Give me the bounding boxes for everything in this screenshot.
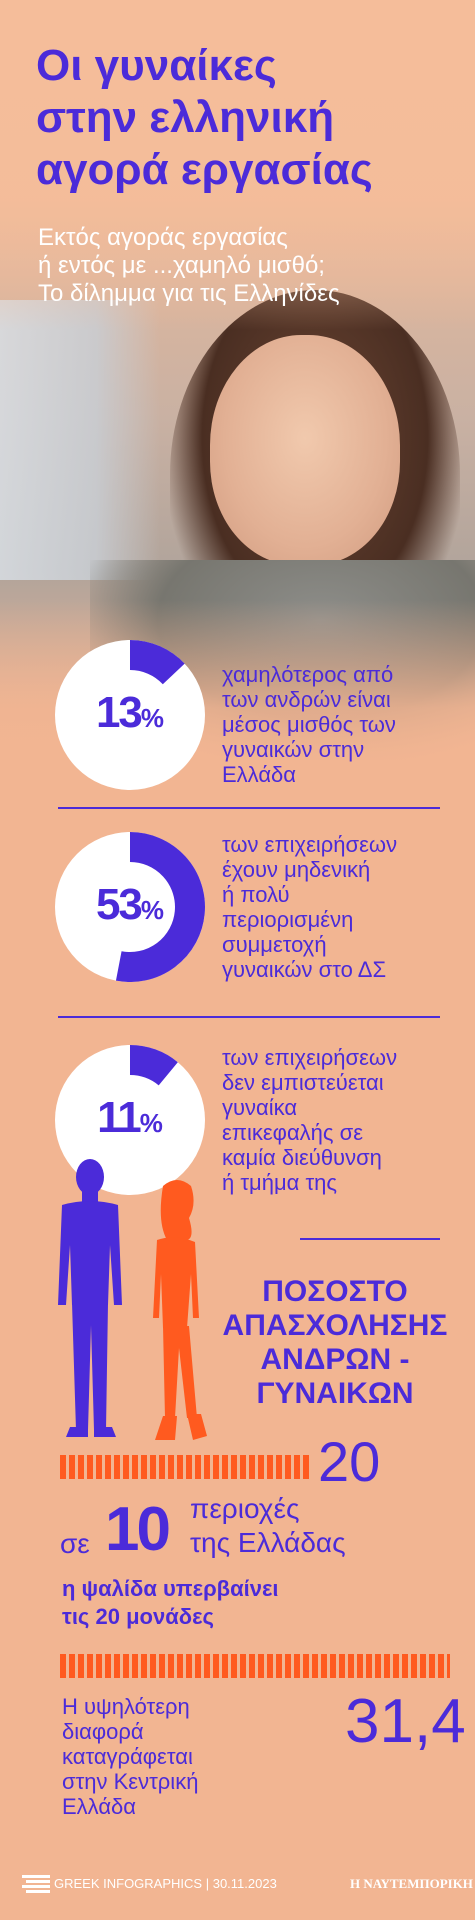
heading-line: ΠΟΣΟΣΤΟ <box>262 1275 408 1308</box>
subtitle-line: Το δίλημμα για τις Ελληνίδες <box>38 280 340 307</box>
donut-chart <box>115 832 205 982</box>
stat-text-line: χαμηλότερος από <box>222 662 394 687</box>
max-value: 31,4 <box>345 1687 466 1756</box>
max-note-line: στην Κεντρική <box>62 1769 199 1794</box>
stat-text-line: των ανδρών είναι <box>222 687 391 712</box>
stat-description: των επιχειρήσεων δεν εμπιστεύεται γυναίκ… <box>222 1045 462 1195</box>
stat-text-line: συμμετοχή <box>222 932 327 957</box>
regions-suffix: περιοχές της Ελλάδας <box>190 1492 346 1560</box>
stat-number: 11 <box>97 1093 141 1142</box>
gap-value: 20 <box>318 1430 381 1493</box>
stat-text-line: μέσος μισθός των <box>222 712 396 737</box>
gap-bar-20 <box>60 1455 310 1479</box>
stat-number: 53 <box>95 880 143 929</box>
subtitle-line: Εκτός αγοράς εργασίας <box>38 224 288 251</box>
top-fade <box>0 0 475 330</box>
regions-count: 10 <box>105 1495 171 1564</box>
gap-note-line: η ψαλίδα υπερβαίνει <box>62 1576 279 1601</box>
max-note: Η υψηλότερη διαφορά καταγράφεται στην Κε… <box>62 1694 198 1819</box>
donut-arc-53 <box>115 832 205 982</box>
infographics-logo-icon <box>22 1875 50 1893</box>
stat-unit: % <box>139 1108 163 1138</box>
divider <box>300 1238 440 1240</box>
stat-percent: 11% <box>55 1093 205 1143</box>
stat-text-line: δεν εμπιστεύεται <box>222 1070 384 1095</box>
stat-text-line: καμία διεύθυνση <box>222 1145 382 1170</box>
stat-text-line: Ελλάδα <box>222 762 297 787</box>
donut-arc-13 <box>129 640 185 685</box>
footer: GREEK INFOGRAPHICS | 30.11.2023 Η ΝΑΥΤΕΜ… <box>0 1870 475 1900</box>
footer-date: 30.11.2023 <box>212 1876 277 1891</box>
regions-prefix: σε <box>60 1528 90 1559</box>
title-line: αγορά εργασίας <box>36 145 373 194</box>
max-note-line: διαφορά <box>62 1719 144 1744</box>
max-note-line: Η υψηλότερη <box>62 1694 190 1719</box>
heading-line: ΑΠΑΣΧΟΛΗΣΗΣ <box>222 1309 448 1342</box>
regions-suffix-line: της Ελλάδας <box>190 1527 346 1558</box>
man-silhouette-icon <box>58 1159 122 1437</box>
stat-percent: 53% <box>55 880 205 930</box>
donut-chart <box>129 1045 178 1086</box>
hero-window-light <box>0 300 160 580</box>
divider <box>58 1016 440 1018</box>
heading-line: ΓΥΝΑΙΚΩΝ <box>256 1377 414 1410</box>
stat-text-line: γυναικών στο ΔΣ <box>222 957 387 982</box>
gap-note: η ψαλίδα υπερβαίνει τις 20 μονάδες <box>62 1575 279 1631</box>
stat-text-line: των επιχειρήσεων <box>222 832 398 857</box>
stat-text-line: ή πολύ <box>222 882 290 907</box>
donut-chart <box>129 640 185 685</box>
stat-block-boards: 53% των επιχειρήσεων έχουν μηδενική ή πο… <box>0 832 475 1012</box>
stat-percent: 13% <box>55 688 205 738</box>
title-line: στην ελληνική <box>36 93 335 142</box>
gap-bar-max <box>60 1654 450 1678</box>
stat-block-management: 11% των επιχειρήσεων δεν εμπιστεύεται γυ… <box>0 1045 475 1225</box>
stat-block-salary: 13% χαμηλότερος από των ανδρών είναι μέσ… <box>0 640 475 810</box>
employment-heading: ΠΟΣΟΣΤΟ ΑΠΑΣΧΟΛΗΣΗΣ ΑΝΔΡΩΝ - ΓΥΝΑΙΚΩΝ <box>210 1275 460 1411</box>
donut-arc-11 <box>129 1045 178 1086</box>
gap-note-line: τις 20 μονάδες <box>62 1604 214 1629</box>
footer-publisher: Η ΝΑΥΤΕΜΠΟΡΙΚΗ <box>350 1876 473 1891</box>
max-note-line: Ελλάδα <box>62 1794 137 1819</box>
footer-separator: | <box>205 1876 210 1891</box>
stat-text-line: περιορισμένη <box>222 907 354 932</box>
hero-face <box>210 335 400 565</box>
divider <box>58 807 440 809</box>
heading-line: ΑΝΔΡΩΝ - <box>260 1343 410 1376</box>
stat-description: χαμηλότερος από των ανδρών είναι μέσος μ… <box>222 662 462 787</box>
stat-text-line: έχουν μηδενική <box>222 857 371 882</box>
stat-text-line: ή τμήμα της <box>222 1170 337 1195</box>
stat-unit: % <box>140 895 165 925</box>
stat-number: 13 <box>95 688 143 737</box>
footer-brand: GREEK INFOGRAPHICS | 30.11.2023 <box>54 1876 277 1891</box>
footer-brand-left: GREEK INFOGRAPHICS <box>54 1876 203 1891</box>
woman-silhouette-icon <box>153 1180 207 1440</box>
max-note-line: καταγράφεται <box>62 1744 193 1769</box>
stat-text-line: επικεφαλής σε <box>222 1120 364 1145</box>
stat-text-line: γυναίκα <box>222 1095 298 1120</box>
regions-suffix-line: περιοχές <box>190 1493 300 1524</box>
stat-unit: % <box>140 703 165 733</box>
page-title: Οι γυναίκες στην ελληνική αγορά εργασίας <box>36 40 456 196</box>
stat-description: των επιχειρήσεων έχουν μηδενική ή πολύ π… <box>222 832 462 982</box>
subtitle-line: ή εντός με ...χαμηλό μισθό; <box>38 252 325 279</box>
page-subtitle: Εκτός αγοράς εργασίας ή εντός με ...χαμη… <box>38 224 458 308</box>
stat-text-line: των επιχειρήσεων <box>222 1045 398 1070</box>
stat-text-line: γυναικών στην <box>222 737 365 762</box>
title-line: Οι γυναίκες <box>36 41 277 90</box>
